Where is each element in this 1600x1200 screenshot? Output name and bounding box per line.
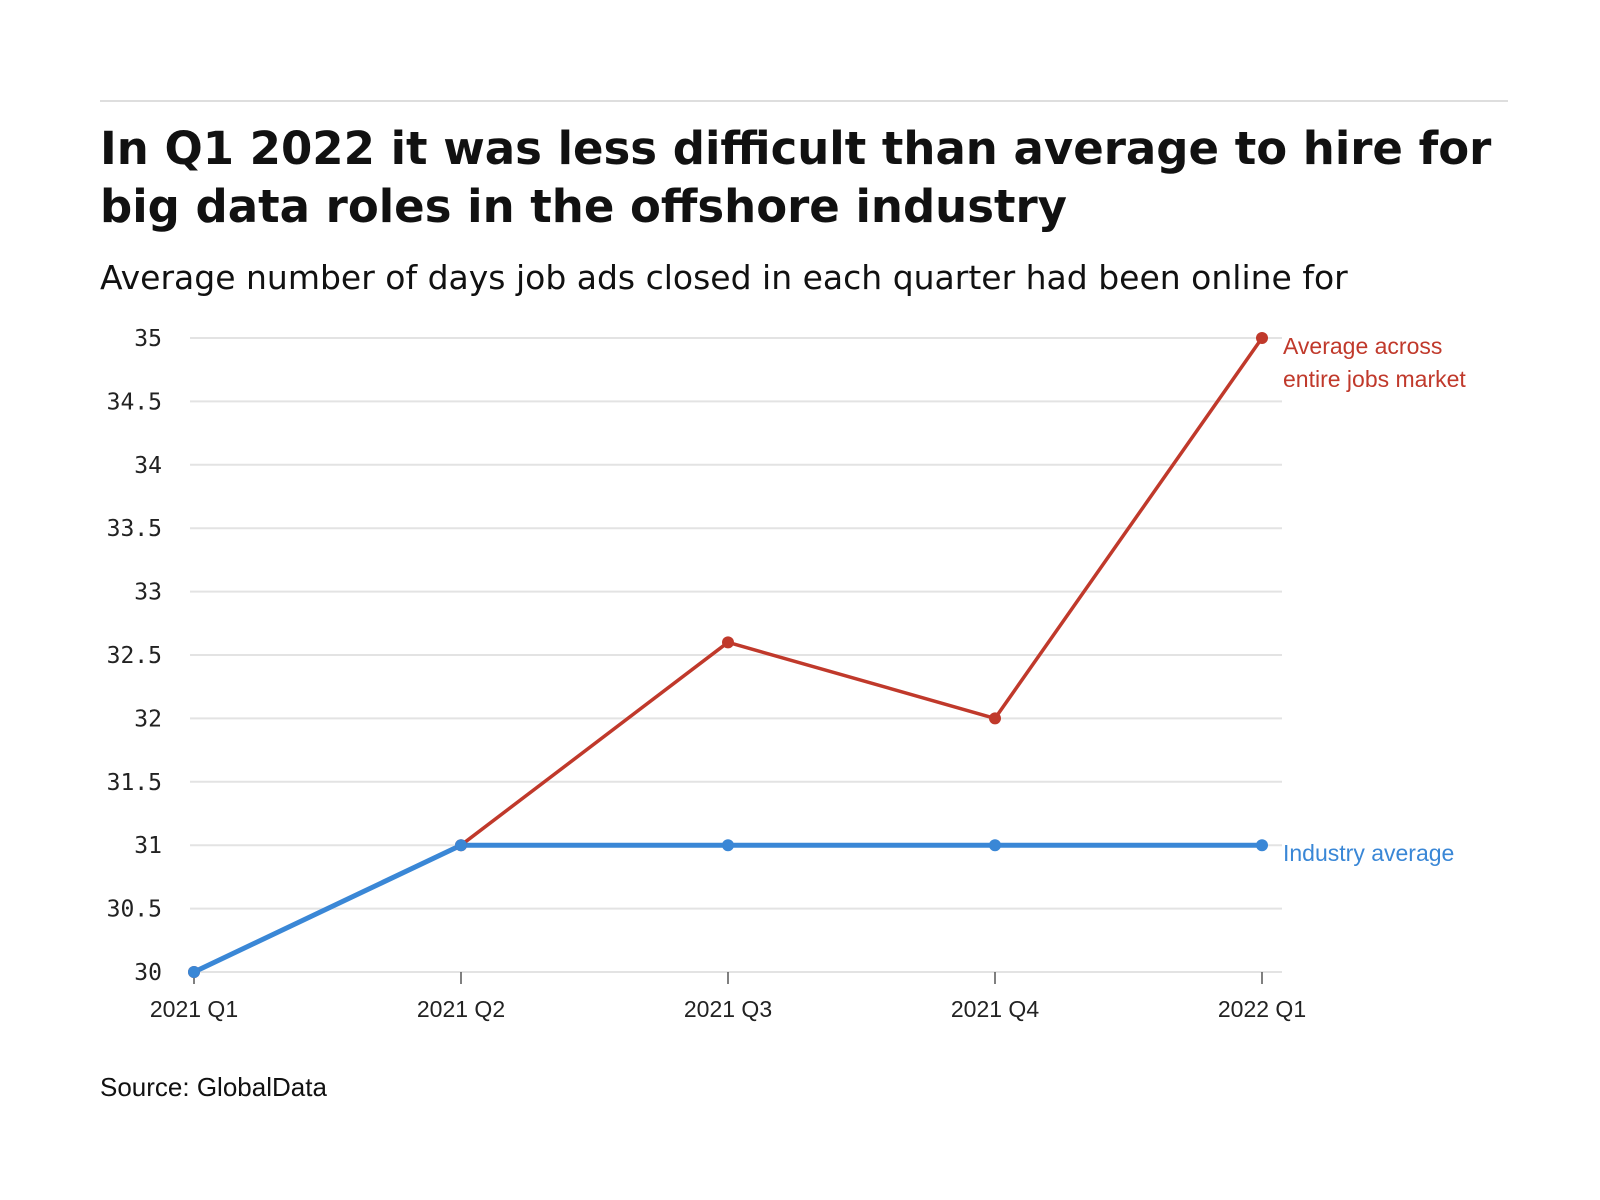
- industry-average-point: [722, 839, 734, 852]
- y-tick-label: 30: [134, 960, 162, 986]
- industry-average-point: [455, 839, 467, 852]
- series-points: [188, 332, 1268, 978]
- chart-title: In Q1 2022 it was less difficult than av…: [100, 122, 1492, 233]
- x-tick-label: 2022 Q1: [1218, 996, 1306, 1022]
- industry-average-point: [989, 839, 1001, 852]
- y-tick-label: 31.5: [107, 770, 162, 796]
- market-average-label: entire jobs market: [1283, 366, 1466, 392]
- y-tick-label: 32.5: [107, 643, 162, 669]
- x-tick-label: 2021 Q2: [417, 996, 505, 1022]
- y-tick-label: 35: [134, 326, 162, 352]
- x-tick-label: 2021 Q1: [150, 996, 238, 1022]
- market-average-point: [989, 712, 1001, 725]
- series-labels: Average across entire jobs market Industry…: [1283, 333, 1466, 866]
- y-tick-label: 30.5: [107, 897, 162, 923]
- y-tick-label: 32: [134, 706, 162, 732]
- gridlines: [190, 337, 1282, 973]
- market-average-point: [722, 636, 734, 649]
- top-rule: [100, 100, 1508, 102]
- source-note: Source: GlobalData: [100, 1072, 327, 1102]
- y-tick-label: 34.5: [107, 389, 162, 415]
- chart-subtitle: Average number of days job ads closed in…: [100, 258, 1348, 297]
- y-axis: 30 30.5 31 31.5 32 32.5 33 33.5 34 34.5 35: [107, 326, 162, 986]
- y-tick-label: 33.5: [107, 516, 162, 542]
- market-average-point: [1256, 332, 1268, 344]
- y-tick-label: 34: [134, 453, 162, 479]
- y-tick-label: 31: [134, 833, 162, 859]
- x-axis: 2021 Q1 2021 Q2 2021 Q3 2021 Q4 2022 Q1: [150, 972, 1306, 1022]
- x-tick-label: 2021 Q4: [951, 996, 1039, 1022]
- y-tick-label: 33: [134, 580, 162, 606]
- industry-average-label: Industry average: [1283, 840, 1454, 866]
- market-average-label: Average across: [1283, 333, 1442, 359]
- industry-average-point: [1256, 839, 1268, 852]
- industry-average-point: [188, 966, 200, 978]
- x-tick-label: 2021 Q3: [684, 996, 772, 1022]
